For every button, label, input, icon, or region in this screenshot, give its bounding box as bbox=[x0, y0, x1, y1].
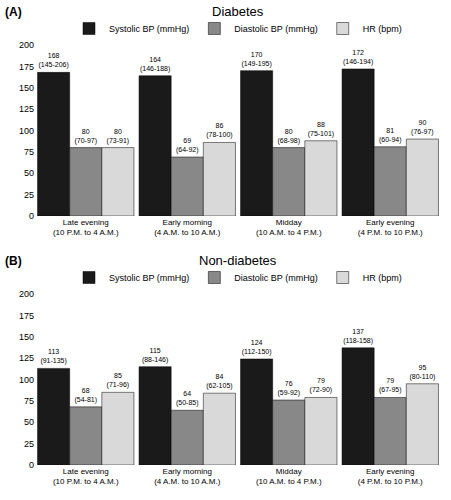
svg-text:76(59-92): 76(59-92) bbox=[277, 380, 300, 397]
svg-text:86(78-100): 86(78-100) bbox=[206, 122, 232, 139]
svg-text:170(149-195): 170(149-195) bbox=[241, 51, 271, 68]
svg-text:125: 125 bbox=[19, 353, 34, 363]
svg-text:90(76-97): 90(76-97) bbox=[411, 119, 434, 136]
svg-text:Non-diabetes: Non-diabetes bbox=[199, 253, 277, 268]
svg-text:Midday(10 A.M. to 4 P.M.): Midday(10 A.M. to 4 P.M.) bbox=[256, 467, 322, 486]
svg-text:Systolic BP (mmHg): Systolic BP (mmHg) bbox=[109, 24, 189, 34]
svg-text:Systolic BP (mmHg): Systolic BP (mmHg) bbox=[109, 273, 189, 283]
svg-text:25: 25 bbox=[24, 190, 34, 200]
svg-text:100: 100 bbox=[19, 375, 34, 385]
svg-text:75: 75 bbox=[24, 396, 34, 406]
svg-text:0: 0 bbox=[29, 211, 34, 221]
svg-text:Late evening(10 P.M. to 4 A.M.: Late evening(10 P.M. to 4 A.M.) bbox=[53, 467, 119, 486]
svg-text:50: 50 bbox=[24, 417, 34, 427]
svg-text:150: 150 bbox=[19, 332, 34, 342]
svg-text:79(67-95): 79(67-95) bbox=[379, 377, 402, 394]
svg-text:80(70-97): 80(70-97) bbox=[74, 128, 97, 145]
svg-text:95(80-110): 95(80-110) bbox=[409, 364, 435, 381]
svg-text:HR (bpm): HR (bpm) bbox=[363, 273, 402, 283]
svg-text:Early evening(4 P.M. to 10 P.M: Early evening(4 P.M. to 10 P.M.) bbox=[358, 467, 423, 486]
svg-text:168(145-206): 168(145-206) bbox=[38, 52, 68, 69]
svg-text:200: 200 bbox=[19, 289, 34, 299]
svg-text:79(72-90): 79(72-90) bbox=[310, 377, 333, 394]
svg-text:81(60-94): 81(60-94) bbox=[379, 127, 402, 144]
svg-text:Early evening(4 P.M. to 10 P.M: Early evening(4 P.M. to 10 P.M.) bbox=[358, 218, 423, 237]
svg-text:25: 25 bbox=[24, 439, 34, 449]
svg-text:Diastolic BP (mmHg): Diastolic BP (mmHg) bbox=[234, 273, 317, 283]
svg-text:113(91-135): 113(91-135) bbox=[40, 348, 66, 365]
svg-text:125: 125 bbox=[19, 104, 34, 114]
svg-text:175: 175 bbox=[19, 311, 34, 321]
svg-text:Midday(10 A.M. to 4 P.M.): Midday(10 A.M. to 4 P.M.) bbox=[256, 218, 322, 237]
svg-text:Diabetes: Diabetes bbox=[212, 4, 264, 19]
svg-text:HR (bpm): HR (bpm) bbox=[363, 24, 402, 34]
svg-text:172(146-194): 172(146-194) bbox=[343, 49, 373, 66]
svg-text:50: 50 bbox=[24, 168, 34, 178]
svg-text:Late evening(10 P.M. to 4 A.M.: Late evening(10 P.M. to 4 A.M.) bbox=[53, 218, 119, 237]
svg-text:Early morning(4 A.M. to 10 A.M: Early morning(4 A.M. to 10 A.M.) bbox=[154, 218, 221, 237]
svg-text:(A): (A) bbox=[5, 5, 22, 19]
svg-text:85(71-96): 85(71-96) bbox=[107, 372, 130, 389]
svg-text:175: 175 bbox=[19, 62, 34, 72]
svg-text:200: 200 bbox=[19, 40, 34, 50]
svg-text:100: 100 bbox=[19, 126, 34, 136]
svg-text:124(112-150): 124(112-150) bbox=[242, 339, 272, 356]
svg-text:(B): (B) bbox=[5, 254, 22, 268]
svg-text:68(54-81): 68(54-81) bbox=[74, 387, 97, 404]
svg-text:64(50-85): 64(50-85) bbox=[176, 390, 199, 407]
svg-text:69(64-92): 69(64-92) bbox=[176, 137, 199, 154]
svg-text:Early morning(4 A.M. to 10 A.M: Early morning(4 A.M. to 10 A.M.) bbox=[154, 467, 221, 486]
svg-text:137(118-158): 137(118-158) bbox=[343, 328, 373, 345]
svg-text:150: 150 bbox=[19, 83, 34, 93]
svg-text:80(68-98): 80(68-98) bbox=[277, 128, 300, 145]
svg-text:Diastolic BP (mmHg): Diastolic BP (mmHg) bbox=[234, 24, 317, 34]
svg-text:80(73-91): 80(73-91) bbox=[107, 128, 130, 145]
svg-text:164(146-188): 164(146-188) bbox=[140, 56, 170, 73]
svg-text:84(62-105): 84(62-105) bbox=[206, 373, 232, 390]
svg-text:75: 75 bbox=[24, 147, 34, 157]
svg-text:88(75-101): 88(75-101) bbox=[308, 121, 334, 138]
svg-text:115(88-146): 115(88-146) bbox=[142, 347, 168, 364]
svg-text:0: 0 bbox=[29, 460, 34, 470]
